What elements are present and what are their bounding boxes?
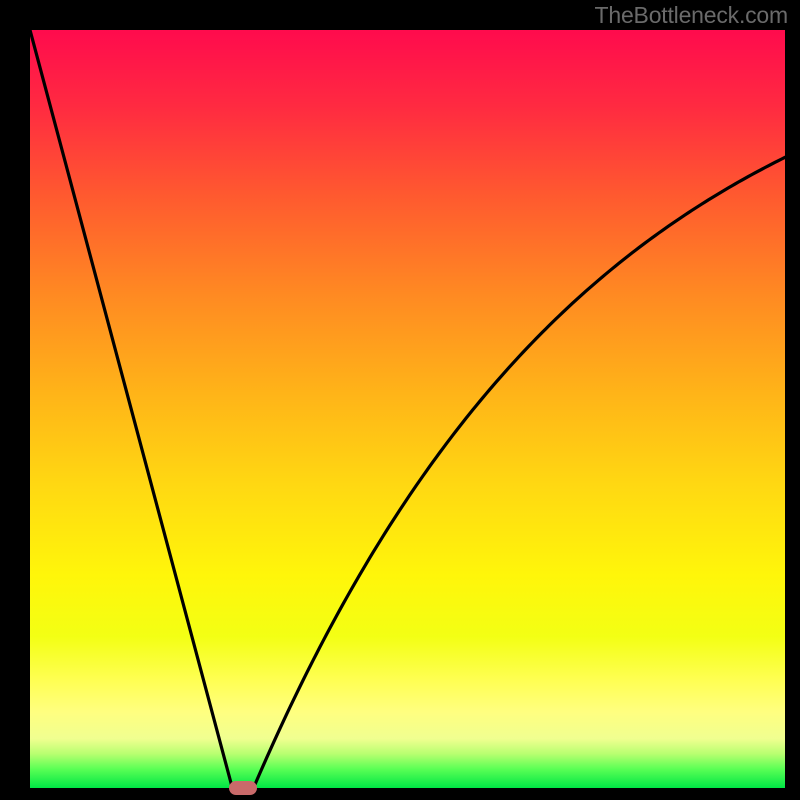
watermark-text: TheBottleneck.com [595,2,788,29]
left-branch-curve [30,30,232,788]
chart-container: TheBottleneck.com [0,0,800,800]
right-branch-curve [253,157,785,788]
plot-area [30,30,785,788]
curve-layer [30,30,785,788]
bottleneck-marker [229,781,257,795]
